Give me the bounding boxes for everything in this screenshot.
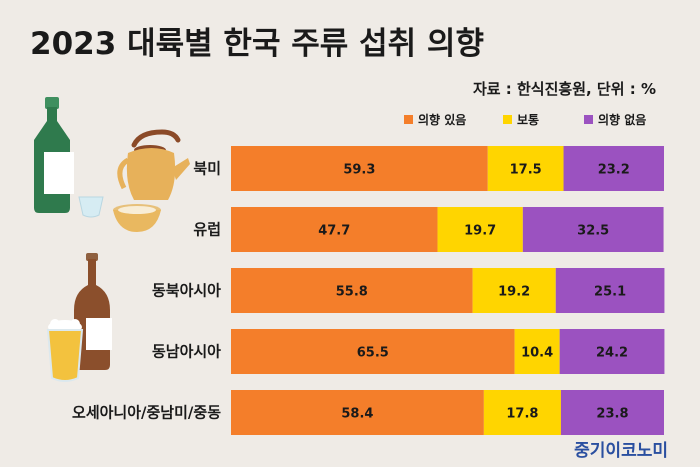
data-label: 17.8: [506, 407, 538, 422]
brand-logo: 중기이코노미: [574, 441, 668, 461]
bar-segment: [514, 329, 560, 374]
data-label: 17.5: [510, 163, 542, 178]
data-label: 19.7: [464, 224, 496, 239]
bar-segment: [563, 146, 664, 191]
category-label: 오세아니아/중남미/중동: [72, 404, 221, 422]
data-label: 23.2: [598, 163, 630, 178]
data-label: 23.8: [596, 407, 628, 422]
bar-segment: [231, 329, 515, 374]
source-note: 자료 : 한식진흥원, 단위 : %: [472, 80, 656, 98]
legend-label: 보통: [517, 112, 539, 127]
bar-segment: [560, 390, 664, 435]
category-label: 북미: [193, 160, 221, 178]
data-label: 32.5: [577, 224, 609, 239]
data-label: 47.7: [318, 224, 350, 239]
bowl-icon: [113, 204, 161, 232]
category-label: 유럽: [193, 221, 221, 239]
bar-segment: [522, 207, 664, 252]
soju-cup-icon: [78, 196, 104, 218]
bar-segment: [231, 268, 473, 313]
beer-glass-icon: [46, 319, 84, 382]
legend-swatch: [584, 115, 593, 124]
data-label: 25.1: [594, 285, 626, 300]
data-label: 10.4: [521, 346, 553, 361]
beer-bottle-icon: [74, 253, 112, 370]
legend-label: 의향 없음: [598, 112, 646, 127]
bar-segment: [231, 207, 438, 252]
bar-segment: [231, 146, 488, 191]
bar-segment: [483, 390, 561, 435]
data-label: 19.2: [498, 285, 530, 300]
data-label: 58.4: [341, 407, 373, 422]
data-label: 24.2: [596, 346, 628, 361]
category-label: 동북아시아: [152, 282, 221, 300]
data-label: 55.8: [336, 285, 368, 300]
category-label: 동남아시아: [152, 343, 221, 361]
bar-segment: [487, 146, 564, 191]
data-label: 59.3: [343, 163, 375, 178]
bar-segment: [231, 390, 484, 435]
legend-swatch: [503, 115, 512, 124]
bar-segment: [472, 268, 556, 313]
bar-segment: [437, 207, 523, 252]
kettle-icon: [117, 129, 190, 200]
chart-title: 2023 대륙별 한국 주류 섭취 의향: [30, 26, 484, 62]
legend-label: 의향 있음: [418, 112, 466, 127]
bar-segment: [555, 268, 665, 313]
data-label: 65.5: [357, 346, 389, 361]
soju-bottle-icon: [34, 97, 74, 213]
bar-segment: [559, 329, 665, 374]
legend-swatch: [404, 115, 413, 124]
